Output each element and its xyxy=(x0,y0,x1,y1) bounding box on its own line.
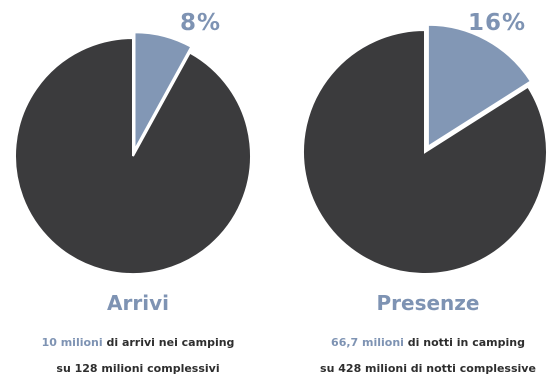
pie0-slice-altro xyxy=(14,36,252,275)
arrivi-caption-line1: 10 milioni di arrivi nei camping xyxy=(0,336,276,349)
arrivi-caption-highlight: 10 milioni xyxy=(41,336,103,349)
arrivi-caption-line2: su 128 milioni complessivi xyxy=(56,362,220,375)
pie1-slice-altro xyxy=(302,28,548,275)
arrivi-title: Arrivi xyxy=(107,291,169,315)
arrivi-caption-text: di arrivi nei camping xyxy=(102,336,235,349)
presenze-title: Presenze xyxy=(376,291,480,315)
presenze-percent-label: 16% xyxy=(468,10,527,36)
pie1-slice-camping xyxy=(426,23,533,149)
presenze-caption-line1: 66,7 milioni di notti in camping xyxy=(290,336,552,349)
presenze-caption-text: di notti in camping xyxy=(403,336,525,349)
arrivi-percent-label: 8% xyxy=(180,10,222,36)
pie0-slice-camping xyxy=(133,31,193,151)
presenze-caption-line2: su 428 milioni di notti complessive xyxy=(320,362,536,375)
presenze-caption-highlight: 66,7 milioni xyxy=(331,336,404,349)
